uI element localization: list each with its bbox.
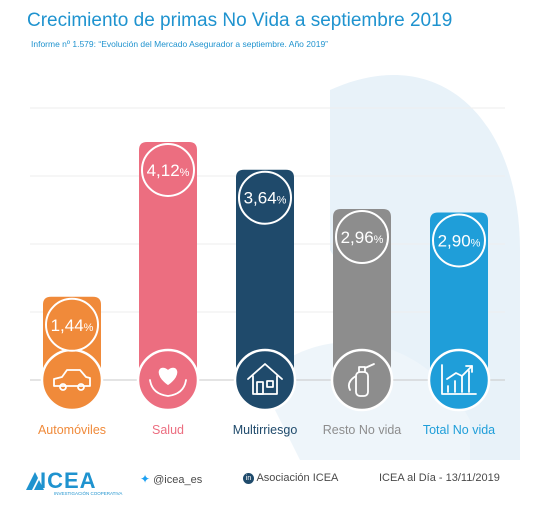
icon-circle xyxy=(427,348,491,412)
twitter-handle: @icea_es xyxy=(153,474,203,486)
category-label: Multirriesgo xyxy=(233,423,298,437)
category-labels: Automóviles Salud Multirriesgo Resto No vid… xyxy=(38,423,495,437)
value-bubble xyxy=(432,213,486,268)
page-title: Crecimiento de primas No Vida a septiemb… xyxy=(27,10,453,31)
fire-extinguisher-icon xyxy=(347,363,375,397)
value-label: 2,90% xyxy=(438,231,481,250)
value-unit: % xyxy=(374,234,384,246)
heart-in-hands-icon xyxy=(149,367,187,397)
value-bubble xyxy=(335,209,389,264)
icon-circle xyxy=(330,348,394,412)
value-bubble xyxy=(45,297,99,352)
brand-name: ICEA xyxy=(40,468,97,493)
category-label: Automóviles xyxy=(38,423,106,437)
value-label: 1,44% xyxy=(51,316,94,335)
value-unit: % xyxy=(180,167,190,179)
linkedin-link[interactable]: in Asociación ICEA xyxy=(243,472,338,484)
icon-circles xyxy=(40,348,491,412)
value-labels: 1,44% 4,12% 3,64% 2,96% 2,90% xyxy=(45,142,486,352)
value-unit: % xyxy=(84,322,94,334)
category-label: Total No vida xyxy=(423,423,495,437)
value-label: 4,12% xyxy=(147,161,190,180)
icea-logo-icon xyxy=(26,472,44,490)
house-icon xyxy=(247,363,283,395)
date-text: ICEA al Día - 13/11/2019 xyxy=(379,472,500,484)
bar xyxy=(139,141,197,380)
growth-chart-icon xyxy=(441,364,477,395)
twitter-link[interactable]: ✦ @icea_es xyxy=(140,472,202,486)
icon-circle xyxy=(40,348,104,412)
value-label: 2,96% xyxy=(341,228,384,247)
linkedin-icon: in xyxy=(243,472,254,484)
category-label: Resto No vida xyxy=(323,423,402,437)
value-unit: % xyxy=(277,195,287,207)
value-bubble xyxy=(141,142,195,197)
icon-circle xyxy=(233,348,297,412)
value-label: 3,64% xyxy=(244,189,287,208)
icea-logo: ICEA xyxy=(26,468,97,494)
category-label: Salud xyxy=(152,423,184,437)
bar xyxy=(236,169,294,380)
linkedin-name: Asociación ICEA xyxy=(256,472,339,484)
brand-tagline: INVESTIGACIÓN COOPERATIVA xyxy=(54,491,123,496)
page-subtitle: Informe nº 1.579: “Evolución del Mercado… xyxy=(31,39,329,49)
twitter-icon: ✦ xyxy=(140,472,151,486)
value-unit: % xyxy=(471,237,481,249)
value-bubble xyxy=(238,170,292,225)
car-icon xyxy=(53,369,91,391)
